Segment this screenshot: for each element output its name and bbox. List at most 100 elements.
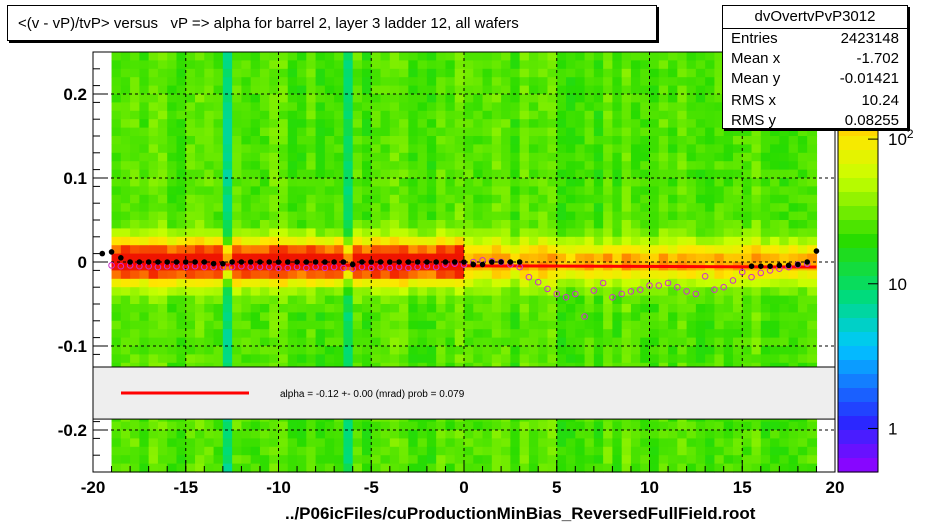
heatmap-cell	[464, 161, 474, 171]
heatmap-cell	[482, 110, 493, 120]
heatmap-cell	[232, 354, 243, 364]
heatmap-cell	[324, 152, 335, 162]
heatmap-cell	[176, 220, 187, 229]
heatmap-cell	[176, 262, 187, 271]
heatmap-cell	[454, 295, 465, 305]
heatmap-cell	[195, 320, 205, 330]
heatmap-cell	[575, 329, 586, 339]
heatmap-cell	[278, 169, 289, 179]
heatmap-cell	[584, 245, 595, 255]
heatmap-cell	[668, 421, 678, 431]
heatmap-cell	[649, 320, 660, 330]
heatmap-cell	[510, 119, 521, 129]
heatmap-cell	[417, 77, 428, 87]
heatmap-cell	[213, 346, 224, 355]
heatmap-cell	[287, 245, 298, 255]
heatmap-cell	[232, 287, 243, 297]
open-marker	[581, 313, 588, 320]
heatmap-cell	[408, 320, 419, 330]
heatmap-cell	[380, 455, 391, 465]
heatmap-cell	[807, 144, 818, 154]
palette-tick-base: 10	[888, 130, 907, 149]
heatmap-cell	[167, 194, 178, 204]
heatmap-cell	[723, 270, 734, 280]
heatmap-cell	[482, 446, 493, 456]
heatmap-cell	[612, 119, 623, 129]
heatmap-cell	[259, 270, 270, 280]
heatmap-cell	[185, 119, 196, 129]
heatmap-cell	[241, 52, 252, 61]
heatmap-cell	[705, 186, 716, 196]
heatmap-cell	[779, 245, 790, 255]
heatmap-cell	[538, 52, 549, 61]
heatmap-cell	[417, 211, 428, 221]
heatmap-cell	[436, 220, 447, 229]
heatmap-cell	[491, 119, 502, 129]
heatmap-cell	[139, 278, 150, 288]
heatmap-cell	[343, 194, 354, 204]
palette-band	[838, 332, 878, 347]
heatmap-cell	[343, 220, 354, 229]
heatmap-cell	[510, 102, 521, 112]
heatmap-cell	[139, 463, 150, 473]
heatmap-cell	[120, 178, 131, 187]
open-marker	[636, 286, 644, 294]
heatmap-cell	[250, 203, 261, 213]
heatmap-cell	[788, 354, 799, 364]
heatmap-cell	[501, 152, 511, 162]
heatmap-cell	[658, 110, 669, 120]
heatmap-cell	[501, 136, 511, 145]
open-marker	[340, 264, 347, 272]
heatmap-cell	[324, 455, 335, 465]
heatmap-cell	[603, 312, 614, 322]
heatmap-cell	[630, 236, 641, 246]
heatmap-cell	[167, 253, 178, 263]
heatmap-cell	[120, 85, 131, 95]
heatmap-cell	[371, 60, 382, 70]
heatmap-cell	[232, 421, 243, 431]
heatmap-cell	[797, 194, 808, 204]
heatmap-cell	[195, 295, 205, 305]
heatmap-cell	[185, 161, 196, 171]
heatmap-cell	[556, 320, 567, 330]
heatmap-cell	[575, 278, 586, 288]
heatmap-cell	[528, 186, 539, 196]
heatmap-cell	[213, 329, 224, 339]
heatmap-cell	[566, 194, 576, 204]
heatmap-cell	[278, 152, 289, 162]
heatmap-cell	[222, 110, 233, 120]
heatmap-cell	[705, 228, 716, 238]
heatmap-cell	[491, 220, 502, 229]
heatmap-cell	[575, 463, 586, 473]
heatmap-cell	[139, 194, 150, 204]
heatmap-cell	[649, 270, 660, 280]
heatmap-cell	[519, 438, 530, 448]
heatmap-cell	[445, 194, 456, 204]
heatmap-cell	[371, 278, 382, 288]
heatmap-cell	[111, 144, 122, 154]
heatmap-cell	[148, 178, 159, 187]
heatmap-cell	[705, 144, 716, 154]
heatmap-cell	[297, 60, 307, 70]
heatmap-cell	[176, 463, 187, 473]
heatmap-cell	[306, 463, 317, 473]
heatmap-cell	[361, 161, 372, 171]
heatmap-cell	[334, 94, 345, 103]
heatmap-cell	[640, 278, 651, 288]
heatmap-cell	[510, 60, 521, 70]
heatmap-cell	[603, 144, 614, 154]
heatmap-cell	[213, 127, 224, 137]
heatmap-cell	[454, 438, 465, 448]
heatmap-cell	[436, 329, 447, 339]
heatmap-cell	[315, 220, 326, 229]
heatmap-cell	[195, 253, 205, 263]
heatmap-cell	[556, 430, 567, 439]
heatmap-cell	[797, 329, 808, 339]
heatmap-cell	[575, 68, 586, 78]
heatmap-cell	[760, 152, 771, 162]
heatmap-cell	[111, 430, 122, 439]
heatmap-cell	[287, 110, 298, 120]
heatmap-cell	[269, 68, 280, 78]
heatmap-cell	[408, 119, 419, 129]
heatmap-cell	[436, 169, 447, 179]
